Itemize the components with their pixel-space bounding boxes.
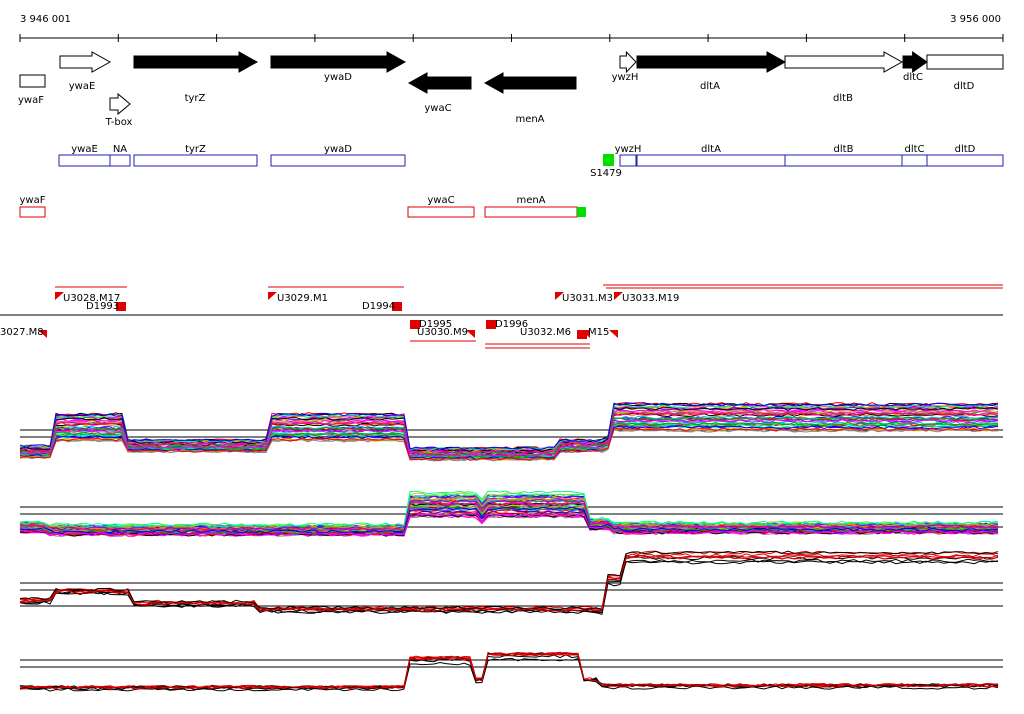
gene-label: dltC bbox=[903, 72, 923, 83]
operon-label: dltC bbox=[904, 144, 924, 155]
gene-arrow bbox=[636, 51, 787, 73]
segment-label: U3030.M9 bbox=[417, 327, 468, 338]
segment-label: U3031.M3 bbox=[562, 293, 613, 304]
gene-label: ywaC bbox=[424, 103, 451, 114]
expression-trace bbox=[19, 428, 999, 462]
segment-label: D1995 bbox=[419, 319, 452, 330]
operon-label: ywaE bbox=[71, 144, 98, 155]
expression-trace bbox=[19, 499, 999, 531]
gene-label: ywaF bbox=[18, 95, 44, 106]
expression-trace bbox=[19, 428, 999, 462]
segment-label: D1994 bbox=[362, 301, 395, 312]
expression-trace bbox=[19, 502, 999, 532]
expression-trace bbox=[20, 496, 999, 530]
gene-arrow bbox=[483, 72, 577, 94]
expression-trace bbox=[19, 555, 999, 612]
expression-trace bbox=[19, 558, 999, 614]
expression-trace bbox=[19, 506, 999, 534]
segment-label: U3028.M17 bbox=[63, 293, 120, 304]
gene-arrow bbox=[59, 51, 112, 73]
expression-trace bbox=[19, 550, 998, 611]
gene-label: ywzH bbox=[612, 72, 639, 83]
operon-label: dltD bbox=[955, 144, 976, 155]
gene-box bbox=[19, 74, 46, 88]
gene-arrow bbox=[133, 51, 259, 73]
expression-trace bbox=[19, 512, 999, 537]
operon-box bbox=[926, 154, 1004, 167]
operon-label: dltB bbox=[834, 144, 854, 155]
ruler-label: 3 946 001 bbox=[20, 14, 71, 25]
segment-box bbox=[392, 302, 402, 311]
expression-trace bbox=[19, 406, 999, 453]
antisense-label: menA bbox=[516, 195, 545, 206]
gene-arrow bbox=[270, 51, 407, 73]
gene-label: T-box bbox=[105, 117, 133, 128]
segment-flag bbox=[55, 292, 64, 300]
gene-label: ywaD bbox=[324, 72, 352, 83]
promoter-mark bbox=[603, 154, 614, 166]
segment-box bbox=[116, 302, 126, 311]
gene-arrow bbox=[902, 51, 928, 73]
gene-label: dltB bbox=[833, 93, 853, 104]
segment-flag bbox=[609, 330, 618, 338]
expression-trace bbox=[19, 412, 999, 455]
gene-arrow bbox=[619, 50, 637, 74]
antisense-box bbox=[407, 206, 475, 218]
expression-trace bbox=[19, 419, 999, 458]
expression-trace bbox=[19, 415, 999, 456]
operon-box bbox=[109, 154, 131, 167]
expression-trace bbox=[19, 402, 999, 450]
antisense-label: ywaF bbox=[20, 195, 46, 206]
segment-flag bbox=[38, 330, 47, 338]
operon-box bbox=[270, 154, 406, 167]
gene-label: dltD bbox=[954, 81, 975, 92]
expression-trace bbox=[19, 421, 999, 459]
expression-trace bbox=[19, 427, 999, 461]
antisense-label: ywaC bbox=[427, 195, 454, 206]
gene-arrow bbox=[109, 92, 131, 116]
gene-label: menA bbox=[515, 114, 544, 125]
segment-label: D1996 bbox=[495, 319, 528, 330]
segment-label: U3033.M19 bbox=[622, 293, 679, 304]
gene-arrow bbox=[784, 51, 904, 73]
segment-box bbox=[486, 320, 496, 329]
segment-label: U3032.M6 bbox=[520, 327, 571, 338]
segment-label: M15 bbox=[588, 327, 609, 338]
expression-trace bbox=[19, 506, 999, 534]
operon-box bbox=[619, 154, 637, 167]
ruler-label: 3 956 000 bbox=[950, 14, 1001, 25]
segment-box bbox=[577, 330, 587, 339]
promoter-label: S1479 bbox=[590, 168, 622, 179]
operon-label: ywaD bbox=[324, 144, 352, 155]
gene-label: ywaE bbox=[69, 81, 96, 92]
expression-trace bbox=[19, 653, 999, 690]
gene-label: tyrZ bbox=[185, 93, 206, 104]
operon-label: dltA bbox=[701, 144, 721, 155]
expression-trace bbox=[19, 490, 999, 527]
segment-label: D1993 bbox=[86, 301, 119, 312]
segment-flag bbox=[614, 292, 623, 300]
segment-label: U3029.M1 bbox=[277, 293, 328, 304]
segment-flag bbox=[268, 292, 277, 300]
segment-box bbox=[410, 320, 420, 329]
terminator-mark bbox=[577, 207, 586, 217]
segment-flag bbox=[555, 292, 564, 300]
operon-label: tyrZ bbox=[185, 144, 206, 155]
expression-trace bbox=[19, 412, 999, 455]
antisense-box bbox=[19, 206, 46, 218]
gene-box bbox=[926, 54, 1004, 70]
expression-trace bbox=[19, 404, 999, 451]
segment-label: 3027.M8 bbox=[0, 327, 44, 338]
operon-box bbox=[133, 154, 258, 167]
expression-trace bbox=[19, 550, 999, 610]
gene-label: dltA bbox=[700, 81, 720, 92]
segment-flag bbox=[466, 330, 475, 338]
operon-label: ywzH bbox=[615, 144, 642, 155]
operon-label: NA bbox=[113, 144, 127, 155]
expression-trace bbox=[19, 511, 999, 536]
gene-arrow bbox=[407, 72, 472, 94]
